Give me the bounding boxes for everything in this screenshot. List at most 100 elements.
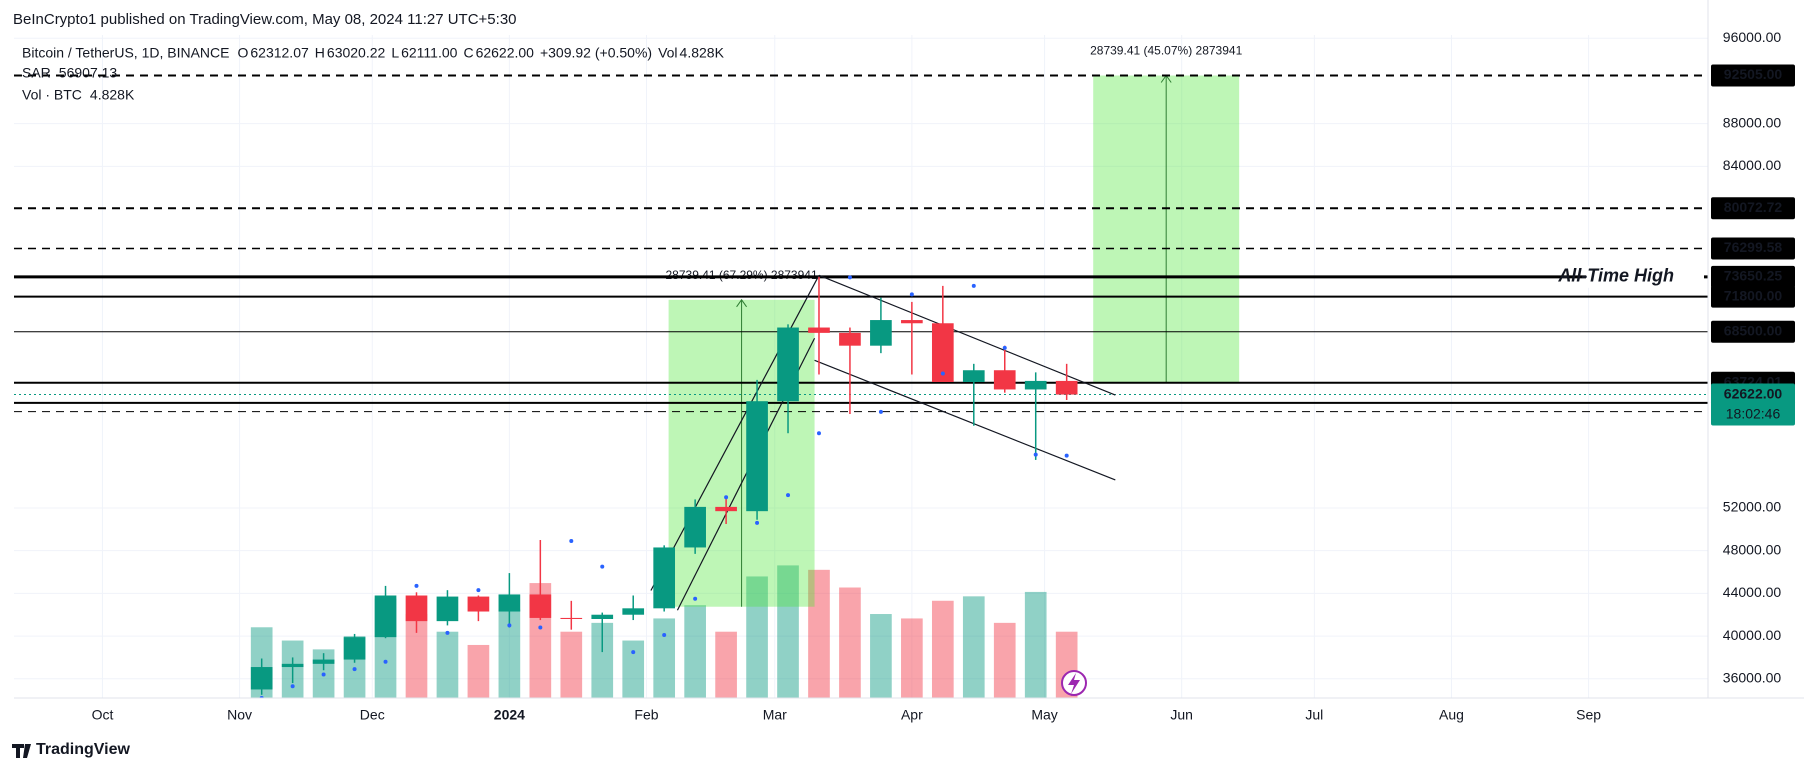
ohlc-value: 62622.00 <box>476 45 535 61</box>
x-tick-label: Dec <box>360 707 385 723</box>
price-label-bg <box>1711 320 1795 343</box>
volume-bar <box>405 614 428 698</box>
axis-layer: 96000.00 88000.00 84000.00 52000.00 48000.00… <box>92 29 1795 723</box>
candle-body <box>715 506 737 512</box>
x-tick-label: Feb <box>634 707 658 723</box>
sar-dot <box>909 292 914 297</box>
sar-dot <box>878 409 883 414</box>
measure-label: 28739.41 (67.29%) 2873941 <box>666 268 818 282</box>
x-tick-label: Nov <box>227 707 252 723</box>
volume-bar <box>746 576 768 698</box>
sar-dot <box>755 520 760 525</box>
sar-dot <box>476 588 481 593</box>
header: BeInCrypto1 published on TradingView.com… <box>13 11 517 28</box>
candle-body <box>405 595 428 622</box>
volume-bar <box>560 631 583 698</box>
candle-body <box>374 595 397 638</box>
price-label: 71800.00 <box>1724 287 1783 303</box>
candle-body <box>1055 380 1078 395</box>
y-tick-label: 52000.00 <box>1723 499 1782 515</box>
x-tick-label: 2024 <box>494 707 525 723</box>
sar-dot <box>600 564 605 569</box>
annotation: All-Time High <box>1557 266 1674 286</box>
ohlc-value: 62111.00 <box>401 45 458 61</box>
x-tick-label: Oct <box>92 707 114 723</box>
price-label-bg <box>1711 237 1795 260</box>
price-label-bg <box>1711 197 1795 220</box>
volume-bar <box>901 618 923 698</box>
volume-key: Vol <box>658 45 677 61</box>
candle-body <box>962 370 985 382</box>
volume-bar <box>715 631 737 698</box>
indicator-value: 56907.13 <box>59 65 118 81</box>
x-tick-label: Mar <box>763 707 787 723</box>
candle-body <box>436 596 459 622</box>
sar-dot <box>693 596 698 601</box>
candle-body <box>684 506 706 548</box>
sar-dot <box>538 625 543 630</box>
price-label-bg <box>1711 265 1795 288</box>
sar-dot <box>290 684 295 689</box>
volume-bar <box>777 565 799 698</box>
sar-dot <box>662 633 667 638</box>
volume-bar <box>1024 591 1047 698</box>
trendline <box>814 359 1116 481</box>
sar-dot <box>352 667 357 672</box>
volume-bar <box>808 569 830 698</box>
y-tick-label: 84000.00 <box>1723 157 1782 173</box>
volume-bar <box>622 640 645 698</box>
candle-body <box>622 608 645 615</box>
annotation-bg <box>1586 265 1704 288</box>
x-tick-label: Jun <box>1170 707 1193 723</box>
sar-dot <box>724 495 729 500</box>
y-tick-label: 40000.00 <box>1723 627 1782 643</box>
volume-bar <box>653 618 676 698</box>
footer-logo: TradingView <box>36 741 131 758</box>
sar-dot <box>816 431 821 436</box>
current-price-label: 62622.00 <box>1724 385 1783 401</box>
measure-label: 28739.41 (45.07%) 2873941 <box>1090 44 1242 58</box>
sar-dot <box>507 623 512 628</box>
price-label-bg <box>1711 285 1795 308</box>
sar-dot <box>1002 345 1007 350</box>
volume-bar <box>993 622 1016 698</box>
candle-body <box>343 637 366 660</box>
price-label: 68500.00 <box>1724 323 1783 339</box>
candle-body <box>591 614 614 619</box>
sar-dot <box>631 650 636 655</box>
candle-body <box>870 320 892 346</box>
candle-body <box>808 327 830 333</box>
volume-bar <box>591 622 614 698</box>
indicator-value: 4.828K <box>90 87 135 103</box>
volume-bar <box>684 605 706 698</box>
ohlc-key: H <box>315 45 325 61</box>
candle-body <box>560 617 583 619</box>
candle-body <box>250 667 273 690</box>
sar-dot <box>321 672 326 677</box>
volume-bar <box>436 631 459 698</box>
price-label: 80072.72 <box>1724 199 1783 215</box>
logo-mark <box>12 744 31 758</box>
ohlc-value: 63020.22 <box>327 45 386 61</box>
candle-body <box>901 320 923 324</box>
legend: O 62312.07 H 63020.22 L 62111.00 C 62622.00 +309… <box>22 45 725 103</box>
candle-body <box>467 596 490 612</box>
sar-dot <box>847 275 852 280</box>
sar-dot <box>1033 452 1038 457</box>
candle-body <box>529 594 552 618</box>
y-tick-label: 96000.00 <box>1723 29 1782 45</box>
ohlc-key: C <box>463 45 473 61</box>
volume-bar <box>467 644 490 698</box>
price-label: 92505.00 <box>1724 66 1783 82</box>
ohlc-key: O <box>237 45 248 61</box>
volume-bar <box>931 600 954 698</box>
x-tick-label: Sep <box>1576 707 1601 723</box>
event-bolt <box>1068 673 1080 694</box>
x-tick-label: May <box>1031 707 1057 723</box>
y-tick-label: 36000.00 <box>1723 669 1782 685</box>
candle-body <box>777 327 799 402</box>
sar-dot <box>971 283 976 288</box>
x-tick-label: Jul <box>1305 707 1323 723</box>
